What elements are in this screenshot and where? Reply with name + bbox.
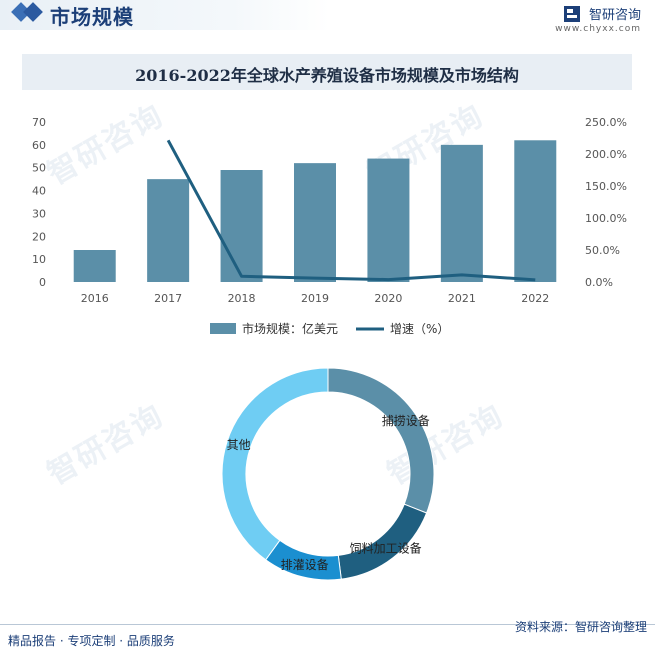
y-left-tick-label: 50 — [32, 162, 46, 175]
legend-swatch-bar — [210, 323, 236, 334]
page-header: 市场规模 智研咨询 www.chyxx.com — [0, 0, 655, 36]
bar-market-size-2020 — [367, 158, 410, 282]
brand: 智研咨询 www.chyxx.com — [555, 3, 641, 34]
y-right-tick-label: 150.0% — [585, 180, 627, 193]
bar-market-size-2016 — [73, 250, 116, 282]
brand-logo-icon — [563, 5, 580, 22]
x-tick-label: 2021 — [448, 292, 476, 305]
donut-slice-3 — [221, 367, 329, 561]
x-tick-label: 2022 — [521, 292, 549, 305]
legend-label-market-size: 市场规模：亿美元 — [242, 321, 338, 336]
footer-divider — [0, 624, 655, 625]
y-left-tick-label: 60 — [32, 139, 46, 152]
bar-market-size-2021 — [440, 144, 483, 282]
chart-title: 2016-2022年全球水产养殖设备市场规模及市场结构 — [135, 66, 519, 85]
y-left-tick-label: 40 — [32, 185, 46, 198]
y-left-tick-label: 30 — [32, 207, 46, 220]
bar-market-size-2017 — [147, 179, 190, 282]
y-left-tick-label: 0 — [39, 276, 46, 289]
donut-slice-label: 饲料加工设备 — [350, 541, 422, 555]
y-left-tick-label: 10 — [32, 253, 46, 266]
x-tick-label: 2017 — [154, 292, 182, 305]
x-tick-label: 2020 — [374, 292, 402, 305]
donut-slice-label: 其他 — [227, 438, 251, 452]
footer-source: 资料来源：智研咨询整理 — [514, 620, 647, 634]
growth-rate-line — [166, 139, 536, 282]
y-right-tick-label: 250.0% — [585, 116, 627, 129]
legend-label-growth-rate: 增速（%） — [390, 322, 449, 336]
footer-tagline: 精品报告 · 专项定制 · 品质服务 — [8, 634, 175, 648]
y-left-tick-label: 70 — [32, 116, 46, 129]
y-right-tick-label: 200.0% — [585, 148, 627, 161]
y-right-tick-label: 0.0% — [585, 276, 613, 289]
x-tick-label: 2016 — [81, 292, 109, 305]
y-left-tick-label: 20 — [32, 230, 46, 243]
chart-title-box — [22, 54, 632, 90]
brand-url: www.chyxx.com — [555, 24, 641, 34]
brand-name: 智研咨询 — [588, 8, 641, 23]
bar-market-size-2018 — [220, 170, 263, 282]
x-tick-label: 2019 — [301, 292, 329, 305]
header-banner — [0, 0, 330, 30]
bar-market-size-2022 — [514, 140, 557, 282]
donut-slice-label: 排灌设备 — [281, 558, 329, 572]
x-tick-label: 2018 — [228, 292, 256, 305]
bar-market-size-2019 — [294, 163, 336, 282]
donut-slice-0 — [327, 367, 435, 514]
page-title: 市场规模 — [50, 5, 134, 29]
y-right-tick-label: 100.0% — [585, 212, 627, 225]
donut-slice-label: 捕捞设备 — [382, 413, 430, 428]
y-right-tick-label: 50.0% — [585, 244, 620, 257]
